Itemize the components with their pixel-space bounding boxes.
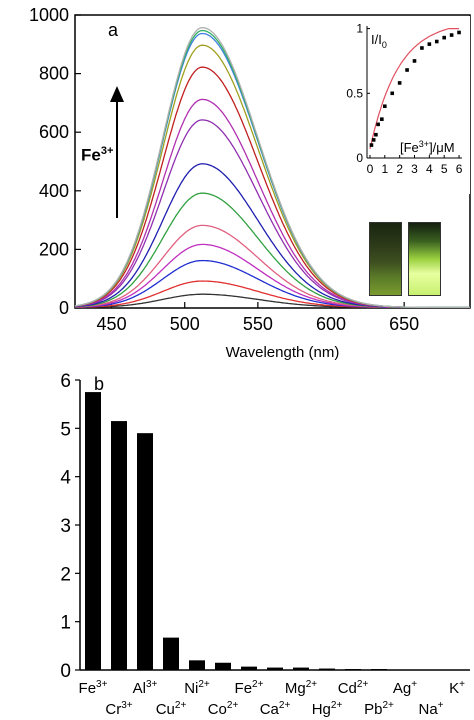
bar-category-label: Fe2+ — [235, 679, 264, 697]
bar-y-tick-label: 1 — [60, 613, 71, 634]
bar-category-label: Na+ — [418, 700, 443, 718]
inset-x-tick-label: 1 — [381, 162, 388, 176]
bar-category-label: Co2+ — [208, 700, 239, 718]
bar — [449, 669, 465, 671]
bar-category-label: Ag+ — [393, 679, 417, 697]
inset-x-label: [Fe3+]/μM — [400, 139, 455, 155]
inset-data-point — [390, 91, 395, 96]
bar-category-label: Fe3+ — [79, 679, 108, 697]
bar — [241, 666, 257, 670]
inset-x-tick-label: 0 — [367, 162, 374, 176]
bar — [111, 421, 127, 670]
bar-y-tick-label: 3 — [60, 516, 71, 537]
bar-category-label: Cd2+ — [338, 679, 369, 697]
bar-category-label: Ni2+ — [184, 679, 210, 697]
inset-x-tick-label: 6 — [456, 162, 463, 176]
bar-category-label: Mg2+ — [285, 679, 317, 697]
inset-data-point — [376, 122, 380, 127]
inset-data-point — [434, 39, 439, 44]
inset-data-point — [380, 117, 384, 121]
bar — [423, 669, 439, 671]
inset-background — [338, 16, 470, 194]
bar — [319, 668, 335, 670]
inset-data-point — [383, 104, 387, 109]
y-tick-label: 400 — [39, 181, 69, 201]
inset-y-tick-label: 0 — [356, 151, 363, 165]
inset-data-point — [427, 42, 432, 46]
inset-data-point — [405, 68, 409, 72]
inset-data-point — [412, 59, 417, 63]
inset-data-point — [449, 33, 454, 37]
bar-y-tick-label: 2 — [60, 564, 71, 585]
inset-data-point — [371, 138, 376, 142]
fe-arrow-label: Fe3+ — [81, 145, 114, 165]
inset-x-tick-label: 3 — [411, 162, 418, 176]
cuvette-photo-before — [369, 222, 402, 296]
spectrum-line — [74, 26, 470, 309]
x-tick-label: 600 — [316, 314, 346, 334]
y-tick-label: 0 — [59, 298, 69, 318]
bar-category-label: K+ — [449, 679, 465, 697]
bar-category-label: Ca2+ — [260, 700, 291, 718]
bar — [215, 662, 231, 670]
y-tick-label: 800 — [39, 64, 69, 84]
inset-fit-curve — [369, 28, 459, 150]
panel-a-letter: a — [108, 20, 119, 40]
bar — [189, 660, 205, 670]
cuvette-photo-after — [408, 222, 441, 296]
bar — [397, 669, 413, 671]
y-tick-label: 600 — [39, 122, 69, 142]
bar-category-label: Pb2+ — [364, 700, 394, 718]
bar — [137, 433, 153, 670]
bar — [293, 667, 309, 670]
inset-x-tick-label: 5 — [441, 162, 448, 176]
panel-a-inset-chart: 00.510 1 2 3 4 5 6I/I0[Fe3+]/μM — [338, 16, 470, 194]
bar-category-label: Al3+ — [133, 679, 158, 697]
x-tick-label: 500 — [170, 314, 200, 334]
bar-category-label: Cr3+ — [105, 700, 132, 718]
inset-y-label: I/I0 — [371, 32, 387, 50]
inset-data-point — [374, 132, 378, 137]
bar — [267, 667, 283, 670]
bar — [371, 669, 387, 670]
inset-data-point — [442, 35, 446, 40]
inset-data-point — [397, 81, 402, 85]
bar-y-tick-label: 4 — [60, 468, 71, 489]
inset-x-tick-label: 4 — [426, 162, 433, 176]
bar-y-tick-label: 0 — [60, 661, 71, 682]
inset-y-tick-label: 1 — [356, 22, 363, 36]
bar-category-label: Cu2+ — [156, 700, 187, 718]
inset-x-tick-label: 2 — [396, 162, 403, 176]
increase-arrow-head — [110, 86, 124, 102]
inset-y-tick-label: 0.5 — [346, 86, 363, 100]
bar — [163, 637, 179, 670]
y-tick-label: 1000 — [29, 5, 69, 25]
inset-data-point — [369, 143, 374, 147]
bar-y-tick-label: 5 — [60, 419, 71, 440]
x-tick-label: 550 — [243, 314, 273, 334]
inset-data-point — [457, 30, 461, 35]
y-tick-label: 200 — [39, 239, 69, 259]
bar-category-label: Hg2+ — [312, 700, 343, 718]
panel-b-bar-chart: 0 1 2 3 4 5 6 Fe3+ Cr3+Al3+ Cu2+ Ni2+ Co2+ Fe2+ Ca2+ M… — [60, 371, 470, 718]
bar — [345, 669, 361, 670]
x-tick-label: 650 — [389, 314, 419, 334]
x-tick-label: 450 — [97, 314, 127, 334]
panel-b-letter: b — [94, 374, 105, 394]
inset-data-point — [420, 46, 424, 50]
bar-y-tick-label: 6 — [60, 371, 71, 392]
bar — [85, 392, 101, 670]
x-axis-label: Wavelength (nm) — [226, 344, 340, 361]
